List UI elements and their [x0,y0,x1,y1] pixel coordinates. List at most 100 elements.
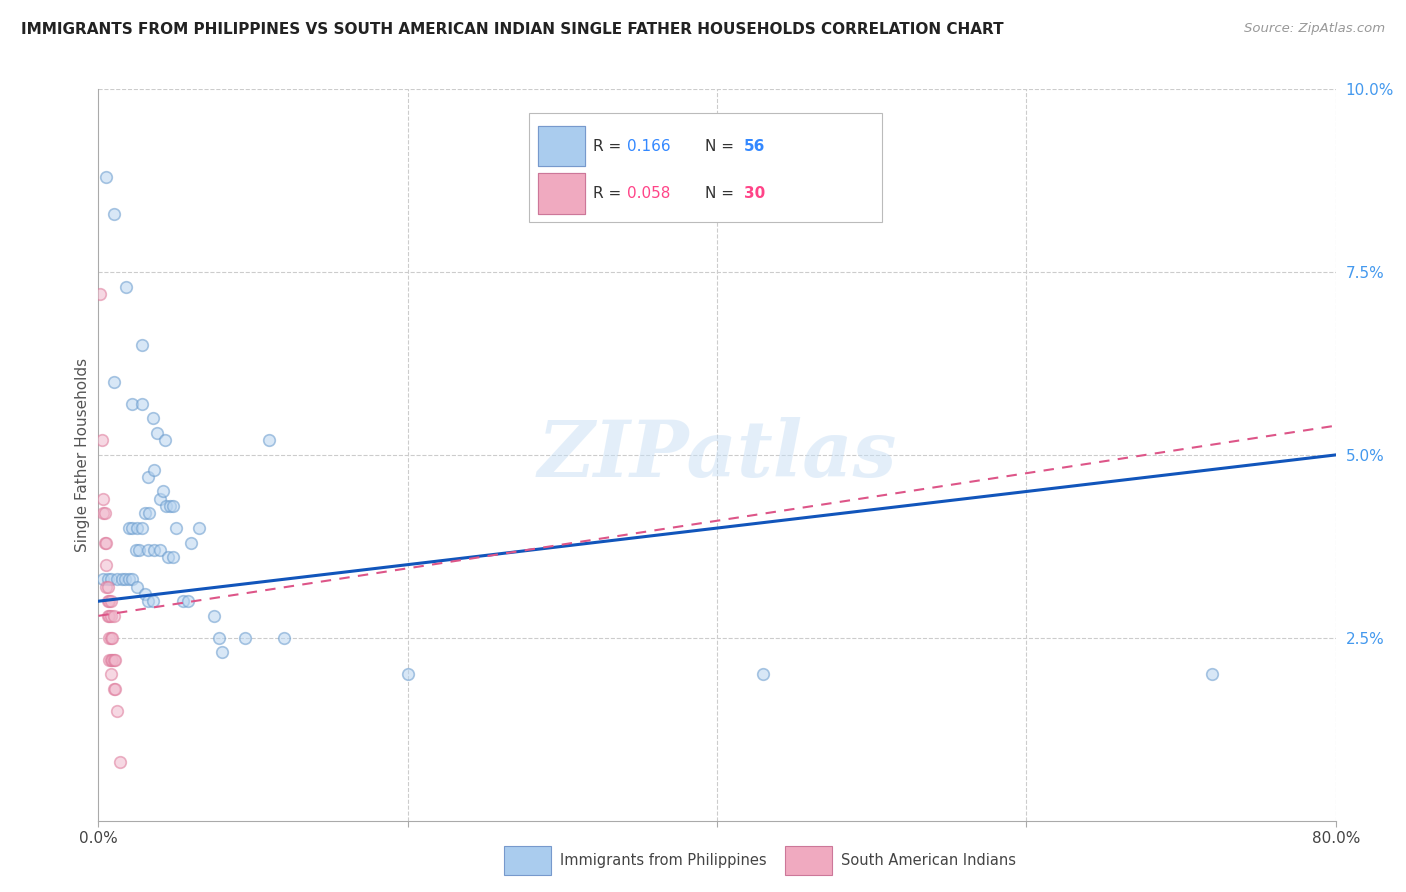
Point [101,631,124,645]
FancyBboxPatch shape [537,126,585,166]
Point [98,594,121,608]
Point [121,572,143,586]
Point [396,667,419,681]
Point [142,594,165,608]
Point [93,507,115,521]
FancyBboxPatch shape [537,173,585,213]
Point [101,653,124,667]
Point [159,499,181,513]
Point [177,594,200,608]
Point [100,667,122,681]
Point [127,580,149,594]
Point [108,755,131,769]
Point [149,491,172,506]
Point [118,521,141,535]
Point [93,535,115,549]
FancyBboxPatch shape [505,847,551,876]
Point [121,397,143,411]
Text: Immigrants from Philippines: Immigrants from Philippines [560,854,766,869]
Point [155,499,177,513]
Point [273,631,295,645]
Point [100,594,122,608]
Point [153,434,176,448]
Point [173,594,195,608]
Point [208,631,231,645]
Point [136,594,159,608]
Point [105,704,128,718]
Point [165,521,187,535]
Text: N =: N = [704,186,738,202]
Point [149,543,172,558]
Point [127,521,149,535]
Point [204,608,226,623]
Text: R =: R = [593,186,627,202]
Point [103,681,125,696]
Point [97,608,120,623]
Text: IMMIGRANTS FROM PHILIPPINES VS SOUTH AMERICAN INDIAN SINGLE FATHER HOUSEHOLDS CO: IMMIGRANTS FROM PHILIPPINES VS SOUTH AME… [21,22,1004,37]
Point [162,550,184,565]
Point [97,594,120,608]
Point [96,535,118,549]
Point [211,645,233,659]
Text: Source: ZipAtlas.com: Source: ZipAtlas.com [1244,22,1385,36]
Point [162,499,184,513]
Point [111,572,134,586]
Point [103,375,125,389]
Point [104,653,127,667]
Text: ZIPatlas: ZIPatlas [537,417,897,493]
Point [114,572,136,586]
Point [235,631,257,645]
FancyBboxPatch shape [785,847,832,876]
Point [121,521,143,535]
Text: 56: 56 [744,139,766,153]
Point [131,521,153,535]
Point [128,543,150,558]
Point [136,470,159,484]
Point [103,206,125,220]
Point [131,397,153,411]
Point [100,572,122,586]
Point [91,572,114,586]
Text: South American Indians: South American Indians [841,854,1015,869]
Point [103,608,125,623]
Point [100,653,122,667]
Y-axis label: Single Father Households: Single Father Households [75,358,90,552]
Point [103,653,125,667]
Point [91,491,114,506]
Point [143,462,166,476]
Point [97,572,120,586]
Point [98,631,121,645]
Point [124,543,146,558]
Point [97,580,120,594]
FancyBboxPatch shape [529,112,882,222]
Point [118,572,141,586]
Point [131,338,153,352]
Point [96,558,118,572]
Point [257,434,280,448]
Point [752,667,775,681]
Point [100,608,122,623]
Point [143,543,166,558]
Text: 0.166: 0.166 [627,139,671,153]
Point [157,550,180,565]
Point [146,425,169,440]
Point [1201,667,1223,681]
Point [180,535,202,549]
Point [91,507,114,521]
Point [134,587,156,601]
Point [136,543,159,558]
Point [138,507,160,521]
Point [90,434,112,448]
Point [96,169,118,184]
Point [98,653,121,667]
Point [89,287,111,301]
Text: 30: 30 [744,186,765,202]
Point [188,521,211,535]
Point [152,484,174,499]
Point [142,411,165,425]
Point [98,608,121,623]
Text: R =: R = [593,139,627,153]
Point [115,279,138,293]
Point [100,631,122,645]
Point [105,572,128,586]
